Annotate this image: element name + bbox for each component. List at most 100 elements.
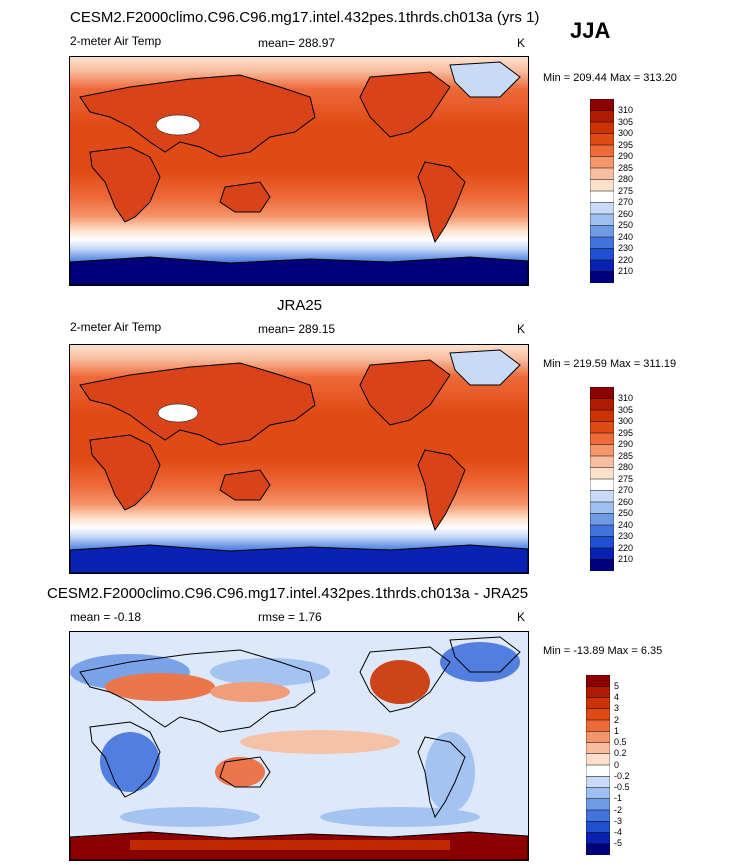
panel2-title: JRA25 xyxy=(277,297,323,314)
colorbar-box xyxy=(590,387,614,400)
colorbar-box xyxy=(590,455,614,469)
colorbar-box xyxy=(590,490,614,503)
colorbar-tick-label: 250 xyxy=(618,220,634,230)
colorbar-box xyxy=(586,809,610,822)
panel1-map-svg xyxy=(70,57,528,285)
colorbar-box xyxy=(590,133,614,146)
colorbar-box xyxy=(586,753,610,766)
panel2-colorbar xyxy=(590,387,614,571)
colorbar-tick-label: 280 xyxy=(618,174,634,184)
colorbar-tick-label: 275 xyxy=(618,473,634,484)
panel1-units: K xyxy=(517,36,526,50)
panel2-minmax: Min = 219.59 Max = 311.19 xyxy=(543,358,677,370)
colorbar-tick-label: 275 xyxy=(618,185,634,196)
colorbar-box xyxy=(590,236,614,250)
colorbar-tick-label: -4 xyxy=(614,827,623,837)
colorbar-tick-label: 4 xyxy=(614,692,620,702)
colorbar-box xyxy=(586,821,610,834)
colorbar-box xyxy=(590,156,614,169)
colorbar-box xyxy=(586,776,610,789)
colorbar-tick-label: 220 xyxy=(618,542,634,553)
panel3-map xyxy=(69,631,529,861)
colorbar-tick-label: 300 xyxy=(618,128,634,138)
colorbar-tick-label: 290 xyxy=(618,151,634,161)
colorbar-box xyxy=(590,444,614,457)
colorbar-box xyxy=(586,697,610,710)
panel3-map-svg xyxy=(70,632,528,860)
colorbar-box xyxy=(586,686,610,699)
colorbar-box xyxy=(590,409,614,423)
colorbar-box xyxy=(586,764,610,777)
colorbar-tick-label: 240 xyxy=(618,519,634,530)
panel3-minmax: Min = -13.89 Max = 6.35 xyxy=(543,645,663,657)
colorbar-box xyxy=(590,524,614,538)
colorbar-box xyxy=(590,179,614,192)
colorbar-tick-label: -3 xyxy=(614,815,623,826)
colorbar-tick-label: 220 xyxy=(618,254,634,265)
colorbar-box xyxy=(590,478,614,492)
colorbar-box xyxy=(590,248,614,261)
panel1-tibet-plateau xyxy=(155,114,201,136)
colorbar-tick-label: 290 xyxy=(618,439,634,449)
colorbar-box xyxy=(586,708,610,721)
colorbar-tick-label: 310 xyxy=(618,393,634,403)
colorbar-box xyxy=(586,798,610,811)
colorbar-box xyxy=(590,190,614,204)
colorbar-tick-label: 250 xyxy=(618,508,634,518)
panel1-title: CESM2.F2000climo.C96.C96.mg17.intel.432p… xyxy=(70,9,540,26)
colorbar-box xyxy=(586,675,610,687)
colorbar-tick-label: -0.5 xyxy=(614,782,630,792)
panel1-antarctica xyxy=(70,256,528,285)
colorbar-box xyxy=(590,144,614,158)
panel2-greenland xyxy=(449,349,521,386)
panel3-rmse-label: rmse = 1.76 xyxy=(258,610,322,624)
colorbar-box xyxy=(586,787,610,800)
panel2-antarctica xyxy=(70,544,528,573)
colorbar-tick-label: 300 xyxy=(618,416,634,426)
colorbar-tick-label: 210 xyxy=(618,266,634,276)
colorbar-tick-label: 0 xyxy=(614,759,620,770)
colorbar-box xyxy=(590,547,614,561)
panel2-mean-label: mean= 289.15 xyxy=(258,322,336,336)
colorbar-box xyxy=(590,559,614,571)
colorbar-box xyxy=(590,202,614,215)
colorbar-box xyxy=(590,213,614,227)
colorbar-tick-label: 260 xyxy=(618,496,634,507)
colorbar-tick-label: 270 xyxy=(618,485,634,495)
colorbar-tick-label: 5 xyxy=(614,680,620,691)
colorbar-box xyxy=(590,501,614,515)
colorbar-box xyxy=(590,271,614,283)
colorbar-box xyxy=(590,121,614,135)
panel2-map-svg xyxy=(70,345,528,573)
panel3-units: K xyxy=(517,610,526,624)
colorbar-tick-label: 270 xyxy=(618,197,634,207)
colorbar-box xyxy=(590,167,614,181)
colorbar-box xyxy=(590,536,614,549)
colorbar-tick-label: 280 xyxy=(618,462,634,472)
colorbar-tick-label: 210 xyxy=(618,554,634,564)
colorbar-box xyxy=(590,467,614,480)
panel1-variable-label: 2-meter Air Temp xyxy=(70,34,162,48)
colorbar-box xyxy=(586,719,610,732)
colorbar-box xyxy=(590,432,614,446)
panel1-mean-label: mean= 288.97 xyxy=(258,36,336,50)
colorbar-tick-label: 240 xyxy=(618,231,634,242)
panel2-units: K xyxy=(517,322,526,336)
colorbar-tick-label: 305 xyxy=(618,404,634,415)
colorbar-box xyxy=(586,832,610,845)
colorbar-tick-label: -2 xyxy=(614,804,623,815)
colorbar-tick-label: 0.5 xyxy=(614,737,627,747)
colorbar-box xyxy=(590,398,614,411)
colorbar-box xyxy=(590,225,614,238)
panel2-variable-label: 2-meter Air Temp xyxy=(70,320,162,334)
colorbar-box xyxy=(590,259,614,273)
panel1-minmax: Min = 209.44 Max = 313.20 xyxy=(543,72,677,84)
colorbar-box xyxy=(590,513,614,526)
colorbar-box xyxy=(586,742,610,755)
colorbar-box xyxy=(586,731,610,744)
colorbar-tick-label: -5 xyxy=(614,838,623,849)
colorbar-tick-label: -1 xyxy=(614,793,623,804)
colorbar-tick-label: 260 xyxy=(618,208,634,219)
colorbar-box xyxy=(590,421,614,434)
colorbar-box xyxy=(590,99,614,112)
